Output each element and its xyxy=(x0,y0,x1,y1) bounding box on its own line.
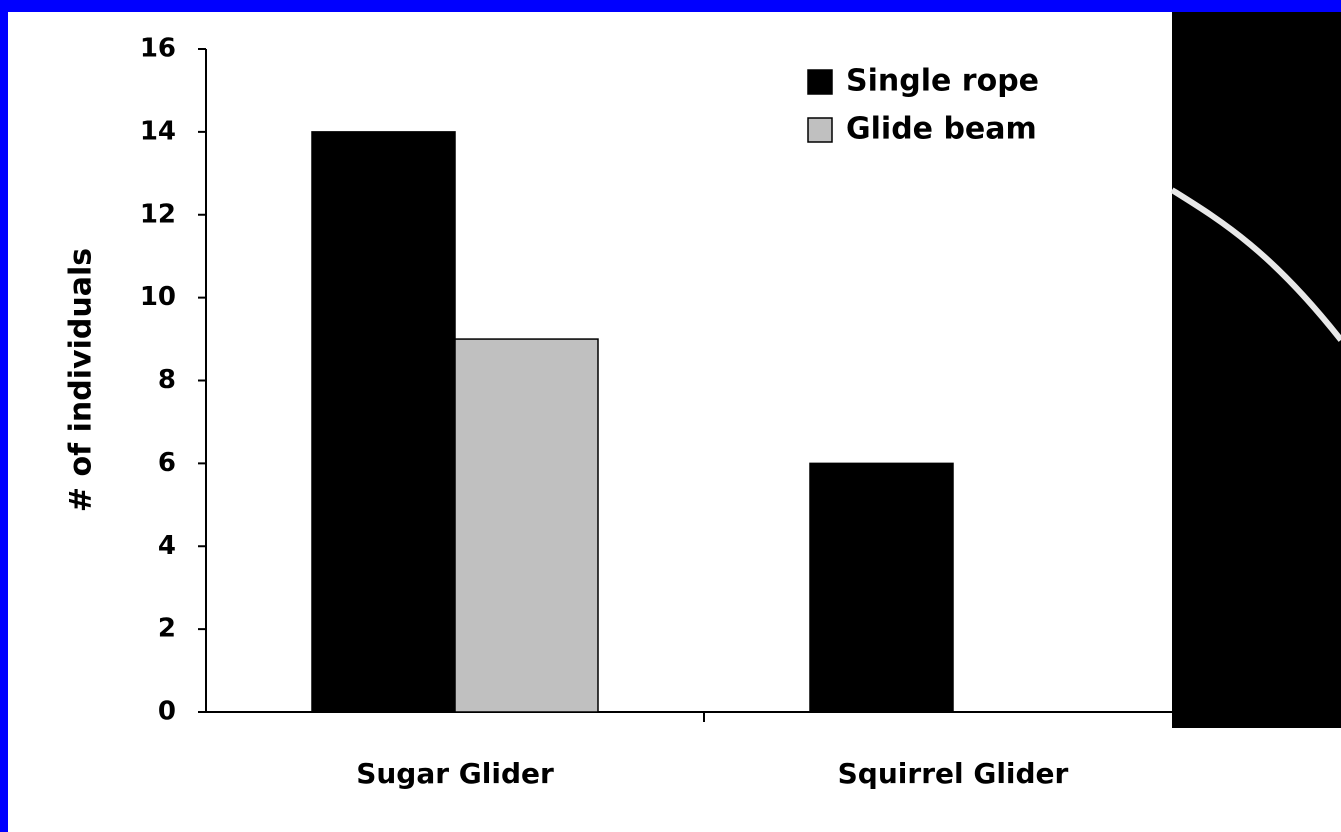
y-tick-label: 0 xyxy=(158,697,176,727)
legend-label: Glide beam xyxy=(846,112,1037,147)
bar xyxy=(810,463,953,712)
y-axis-label: # of individuals xyxy=(64,248,99,512)
y-tick-label: 4 xyxy=(158,531,176,561)
y-tick-label: 16 xyxy=(140,34,176,64)
photo xyxy=(1172,12,1341,728)
legend-label: Single rope xyxy=(846,64,1039,99)
x-tick-label: Sugar Glider xyxy=(356,757,554,790)
y-tick-label: 2 xyxy=(158,614,176,644)
y-tick-label: 12 xyxy=(140,199,176,229)
y-tick-label: 6 xyxy=(158,448,176,478)
legend-swatch xyxy=(808,70,832,94)
bar xyxy=(312,132,455,712)
slide: 0 2 4 6 8 10 12 14 16 Sugar Glider Squirrel Glider… xyxy=(0,0,1341,832)
legend-swatch xyxy=(808,118,832,142)
y-tick-label: 14 xyxy=(140,116,176,146)
photo-background xyxy=(1172,12,1341,728)
bar xyxy=(455,339,598,712)
x-tick-label: Squirrel Glider xyxy=(838,757,1069,790)
slide-background xyxy=(8,12,1341,832)
y-tick-label: 10 xyxy=(140,282,176,312)
y-tick-label: 8 xyxy=(158,365,176,395)
